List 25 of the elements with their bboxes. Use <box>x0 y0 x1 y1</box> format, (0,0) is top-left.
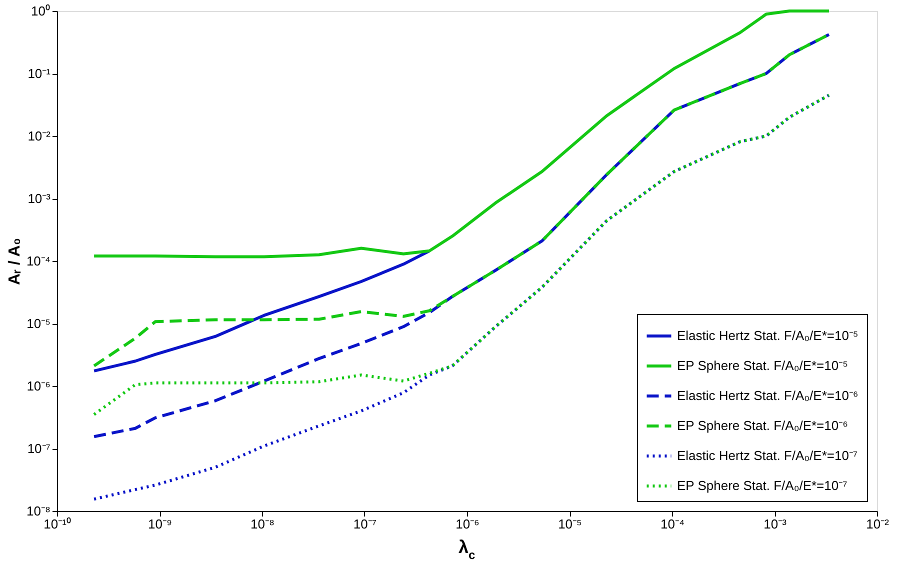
y-tick-label: 10⁻⁷ <box>27 441 51 456</box>
x-tick-label: 10⁻⁶ <box>456 516 480 532</box>
y-tick-label: 10⁻¹ <box>28 66 52 81</box>
legend-label: EP Sphere Stat. F/A₀/E*=10⁻⁵ <box>677 358 848 373</box>
y-tick-label: 10⁻⁶ <box>26 378 50 394</box>
y-tick-label: 10⁻⁸ <box>26 504 50 518</box>
legend-label: Elastic Hertz Stat. F/A₀/E*=10⁻⁷ <box>677 448 858 463</box>
x-tick-label: 10⁻⁴ <box>660 516 685 532</box>
y-tick-label: 10⁻⁴ <box>26 254 50 268</box>
y-tick-label: 10⁻² <box>28 128 52 144</box>
y-tick-label: 10⁰ <box>31 4 50 18</box>
x-tick-label: 10⁻² <box>866 516 890 532</box>
y-axis-title: Aᵣ / A₀ <box>6 238 24 286</box>
legend-label: EP Sphere Stat. F/A₀/E*=10⁻⁶ <box>677 418 848 433</box>
x-tick-label: 10⁻³ <box>764 516 788 532</box>
legend-label: Elastic Hertz Stat. F/A₀/E*=10⁻⁶ <box>677 388 858 403</box>
y-tick-label: 10⁻⁵ <box>26 316 50 331</box>
x-tick-label: 10⁻⁵ <box>558 516 582 532</box>
x-tick-label: 10⁻⁷ <box>353 516 377 532</box>
y-tick-label: 10⁻³ <box>28 191 52 206</box>
x-tick-label: 10⁻⁸ <box>250 516 274 532</box>
legend-label: EP Sphere Stat. F/A₀/E*=10⁻⁷ <box>677 478 848 493</box>
x-tick-label: 10⁻⁹ <box>148 516 172 532</box>
legend-label: Elastic Hertz Stat. F/A₀/E*=10⁻⁵ <box>677 328 858 343</box>
x-tick-label: 10⁻¹⁰ <box>44 516 72 532</box>
